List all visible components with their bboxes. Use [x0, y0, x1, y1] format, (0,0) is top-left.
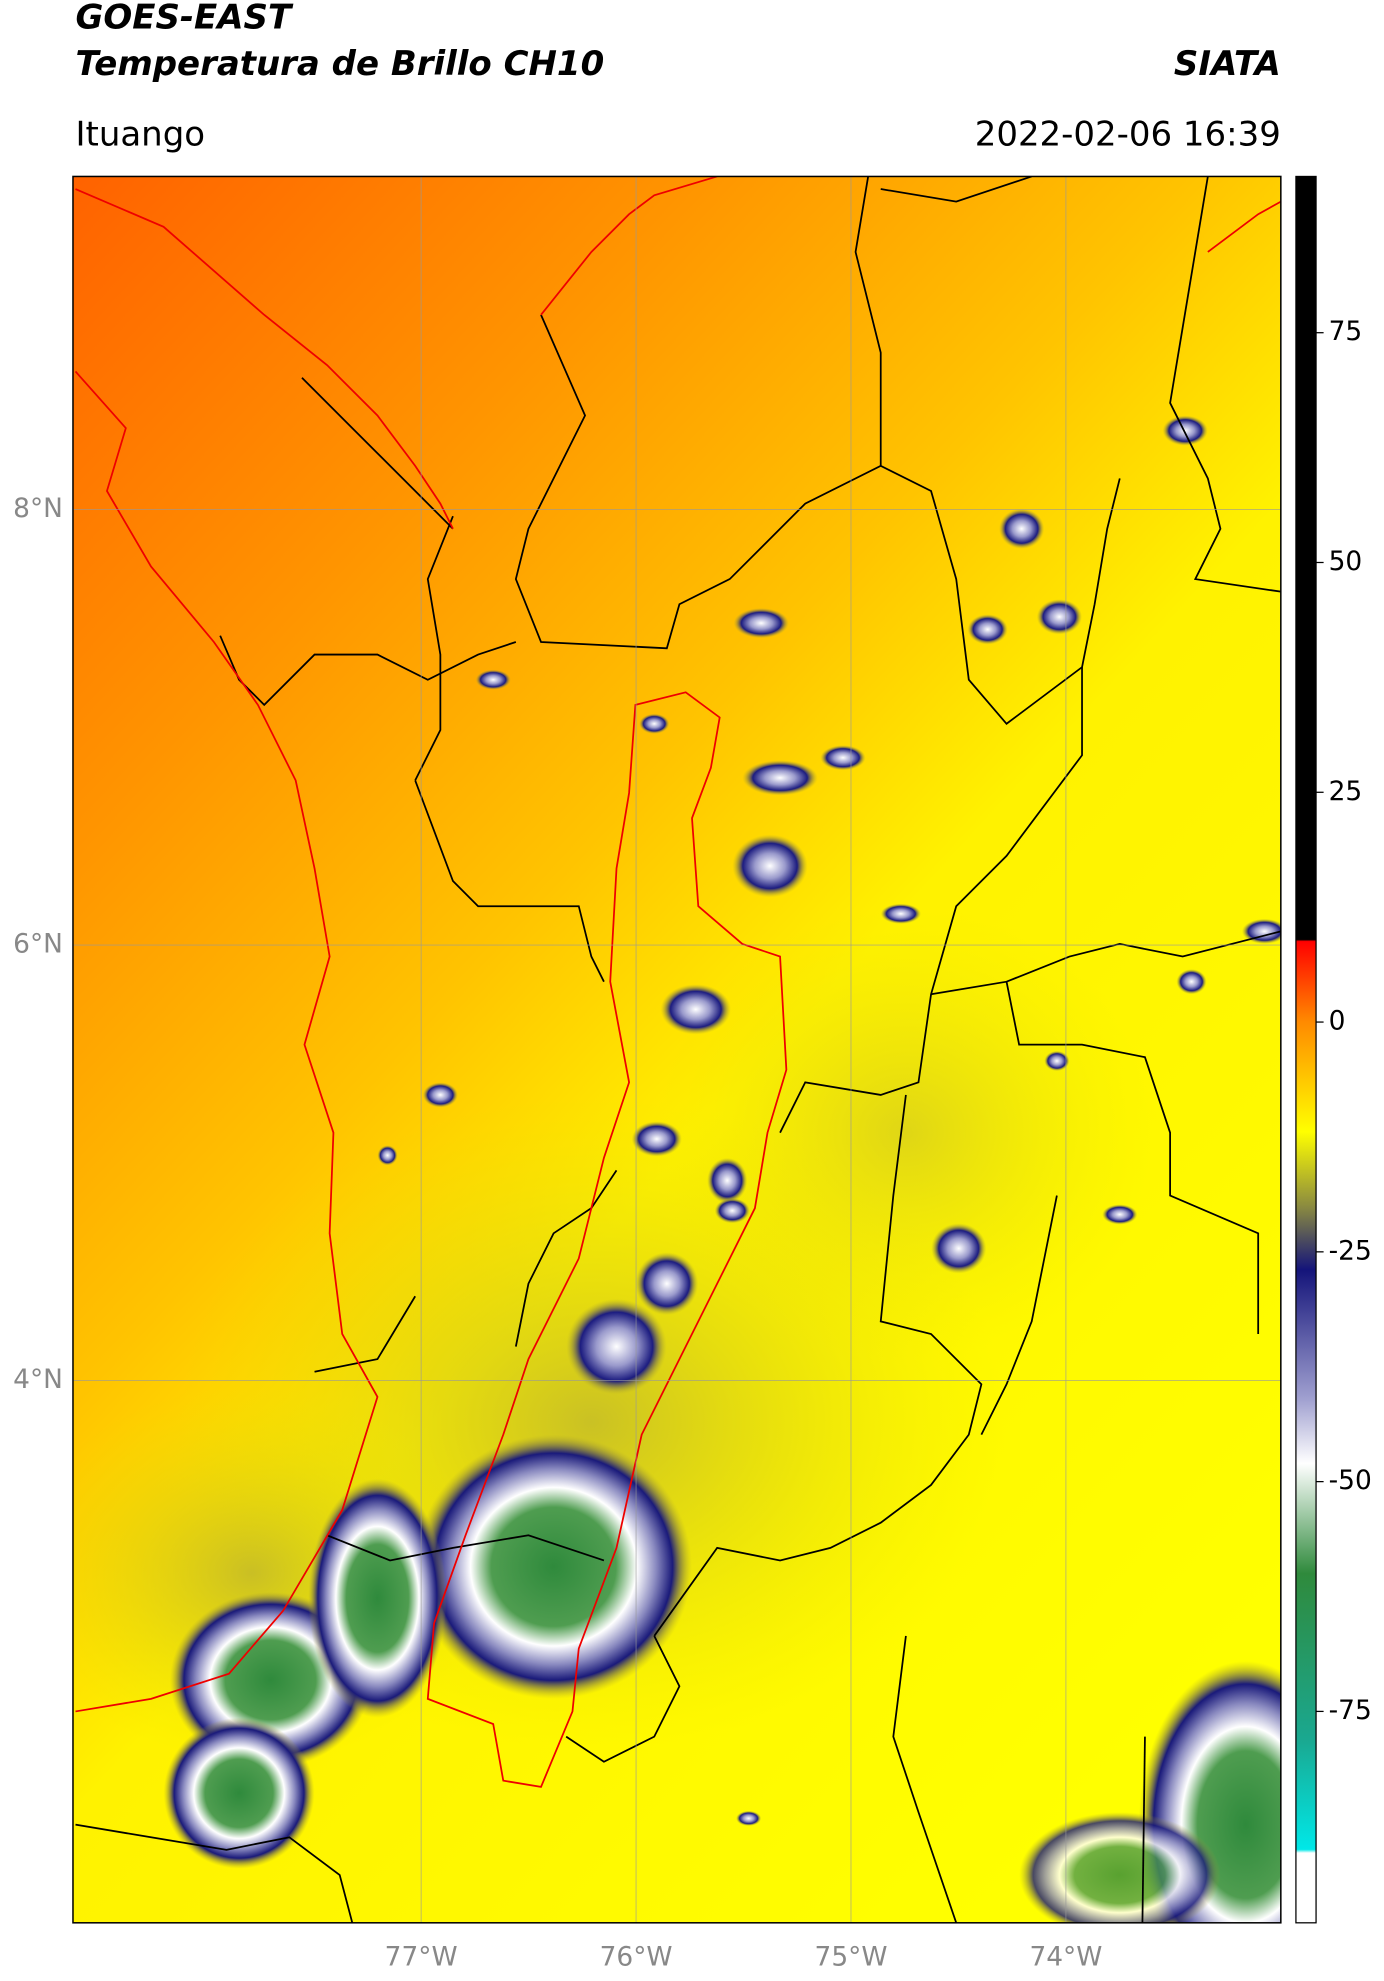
location: Ituango [75, 115, 205, 155]
x-tick-label: 74°W [1029, 1942, 1102, 1973]
y-tick-label: 4°N [13, 1364, 63, 1395]
y-tick-label: 6°N [13, 929, 63, 960]
colorbar-tick-label: 0 [1329, 1006, 1346, 1037]
x-tick-label: 76°W [600, 1942, 673, 1973]
colorbar-tick-label: -50 [1329, 1465, 1372, 1496]
source: SIATA [1174, 44, 1281, 84]
x-tick-label: 75°W [815, 1942, 888, 1973]
colorbar-tick-label: -75 [1329, 1695, 1372, 1726]
y-tick-label: 8°N [13, 493, 63, 524]
x-tick-label: 77°W [385, 1942, 458, 1973]
colorbar-tick-label: 50 [1329, 546, 1363, 577]
colorbar-tick-label: 25 [1329, 776, 1363, 807]
datetime: 2022-02-06 16:39 [975, 115, 1281, 155]
grid [72, 176, 1281, 1923]
colorbar [1295, 175, 1317, 1924]
subtitle: Temperatura de Brillo CH10 [75, 44, 604, 84]
colorbar-tick-label: -25 [1329, 1235, 1372, 1266]
colorbar-tick-label: 75 [1329, 316, 1363, 347]
map-frame [72, 175, 1282, 1924]
title: GOES-EAST [75, 0, 293, 38]
map-image [72, 176, 1281, 1923]
